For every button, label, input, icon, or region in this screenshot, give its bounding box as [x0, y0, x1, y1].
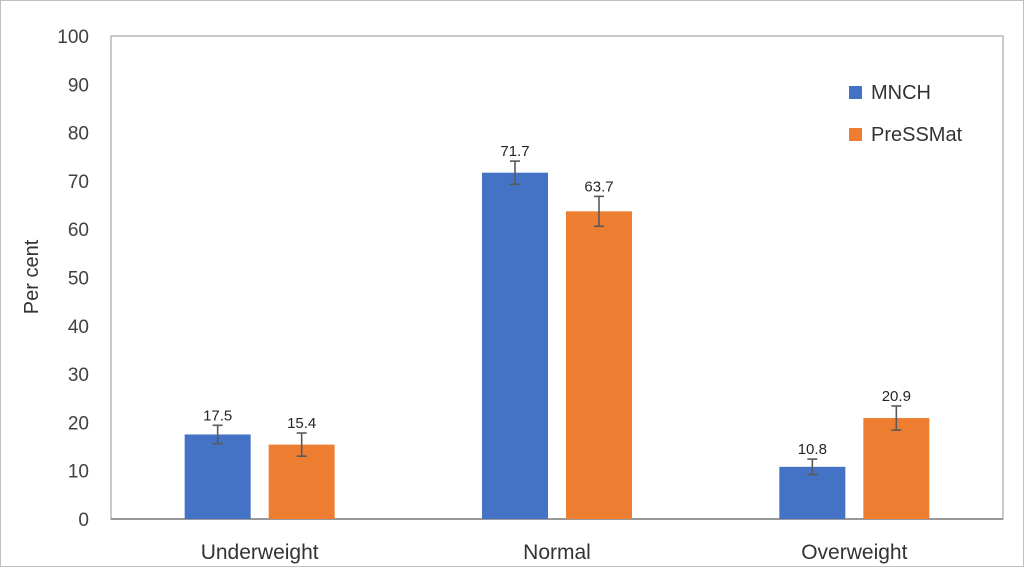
y-tick-label: 40 [68, 317, 89, 338]
error-bar [510, 160, 520, 186]
data-label: 20.9 [882, 388, 911, 405]
bar-pressmat-overweight [863, 418, 930, 519]
error-bar [212, 424, 223, 445]
bar-mnch-underweight [184, 434, 251, 519]
bar-mnch-overweight [779, 466, 846, 519]
bar-pressmat-normal [566, 211, 632, 520]
error-bar [807, 458, 818, 476]
y-tick-label: 70 [68, 172, 89, 193]
y-tick-label: 100 [57, 27, 89, 48]
data-label: 15.4 [287, 415, 316, 432]
y-tick-label: 0 [78, 510, 89, 531]
y-tick-label: 50 [68, 269, 89, 290]
y-tick-label: 20 [68, 413, 89, 434]
y-tick-label: 80 [68, 124, 89, 145]
data-label: 63.7 [584, 178, 613, 195]
data-label: 10.8 [798, 441, 827, 458]
category-label: Underweight [201, 541, 319, 564]
data-label: 71.7 [500, 143, 529, 160]
y-tick-label: 30 [68, 365, 89, 386]
bar-mnch-normal [482, 172, 548, 519]
y-axis-label: Per cent [21, 239, 43, 314]
y-tick-label: 10 [68, 462, 89, 483]
legend-swatch [849, 128, 862, 141]
legend: MNCH PreSSMat [849, 82, 963, 146]
y-tick-label: 60 [68, 220, 89, 241]
error-bar [891, 405, 902, 431]
category-label: Overweight [801, 541, 907, 564]
error-bar [594, 195, 604, 228]
bar-pressmat-underweight [268, 444, 335, 519]
data-label: 17.5 [203, 407, 232, 424]
category-label: Normal [523, 541, 591, 564]
legend-label: MNCH [871, 82, 931, 104]
legend-swatch [849, 86, 862, 99]
y-tick-label: 90 [68, 75, 89, 96]
error-bar [296, 432, 307, 458]
legend-label: PreSSMat [871, 124, 963, 146]
